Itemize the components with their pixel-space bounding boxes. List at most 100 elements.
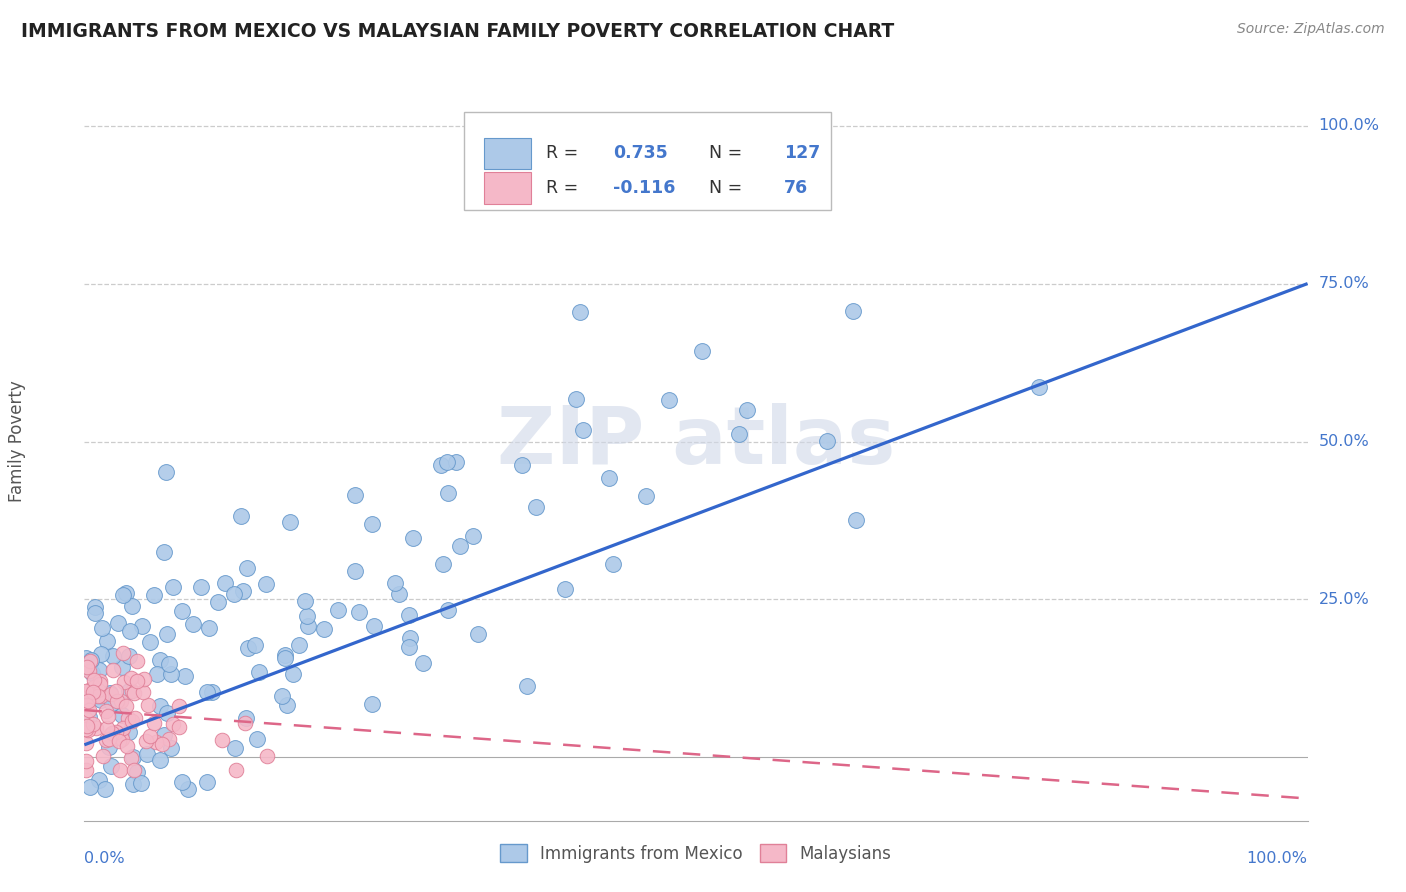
Point [554, 582, 576, 596]
Point [89, 677, 111, 691]
Point [101, 696, 124, 710]
Point [83, 607, 105, 621]
Point [127, 654, 149, 668]
Point [101, 663, 124, 677]
Point [155, 706, 177, 720]
Point [114, 586, 136, 600]
Point [815, 434, 838, 449]
Point [101, 648, 124, 663]
Point [79, 703, 101, 717]
Point [162, 717, 184, 731]
Point [112, 721, 135, 735]
Point [432, 557, 454, 571]
Text: ZIP atlas: ZIP atlas [496, 402, 896, 481]
Point [121, 599, 143, 613]
Point [122, 686, 145, 700]
Point [278, 516, 301, 530]
Point [107, 694, 129, 708]
Point [361, 698, 384, 712]
Point [112, 674, 135, 689]
Point [117, 739, 139, 754]
Point [176, 782, 198, 797]
Point [100, 687, 122, 701]
Point [104, 731, 127, 745]
Point [236, 641, 259, 656]
Text: -0.116: -0.116 [613, 179, 675, 197]
Point [79, 780, 101, 794]
Point [108, 763, 131, 777]
Point [87, 683, 110, 698]
Point [149, 753, 172, 767]
Point [104, 684, 127, 698]
Point [297, 619, 319, 633]
Point [363, 618, 385, 632]
Point [77, 664, 100, 678]
Point [170, 604, 193, 618]
Point [294, 594, 316, 608]
Text: R =: R = [546, 179, 583, 197]
Point [136, 747, 159, 761]
Point [111, 660, 134, 674]
Point [437, 485, 460, 500]
Point [87, 664, 110, 678]
Point [98, 732, 121, 747]
Point [131, 685, 153, 699]
Point [117, 684, 139, 698]
Point [86, 689, 108, 703]
Point [658, 393, 681, 408]
Point [125, 673, 148, 688]
Point [437, 603, 460, 617]
Point [224, 587, 246, 601]
Point [172, 775, 194, 789]
Point [131, 775, 153, 789]
Point [100, 759, 122, 773]
Point [160, 741, 183, 756]
Point [256, 748, 278, 763]
Point [312, 622, 335, 636]
Point [75, 722, 97, 736]
Point [90, 647, 112, 661]
Point [233, 716, 256, 731]
Point [236, 561, 259, 575]
FancyBboxPatch shape [484, 137, 531, 169]
Point [87, 689, 110, 703]
Text: 75.0%: 75.0% [1319, 277, 1369, 291]
Point [235, 711, 257, 725]
Point [598, 471, 620, 485]
Point [118, 624, 141, 639]
Point [125, 765, 148, 780]
Point [115, 698, 138, 713]
Point [690, 343, 713, 358]
Text: 50.0%: 50.0% [1319, 434, 1369, 449]
Point [97, 709, 120, 723]
Point [122, 750, 145, 764]
Point [76, 719, 98, 733]
Point [516, 679, 538, 693]
Point [75, 754, 97, 768]
Point [247, 665, 270, 679]
Point [842, 304, 865, 318]
Point [132, 672, 155, 686]
Point [77, 723, 100, 737]
Point [564, 392, 586, 406]
Point [281, 667, 304, 681]
Point [124, 711, 146, 725]
Point [399, 631, 422, 645]
FancyBboxPatch shape [464, 112, 831, 211]
Legend: Immigrants from Mexico, Malaysians: Immigrants from Mexico, Malaysians [494, 838, 898, 869]
Point [121, 714, 143, 728]
Point [436, 454, 458, 468]
Point [173, 669, 195, 683]
Point [288, 638, 311, 652]
Point [77, 693, 100, 707]
Point [131, 619, 153, 633]
Point [402, 531, 425, 545]
Text: Source: ZipAtlas.com: Source: ZipAtlas.com [1237, 22, 1385, 37]
Point [634, 489, 657, 503]
Point [96, 705, 118, 719]
Point [75, 763, 97, 777]
Point [153, 728, 176, 742]
Text: Family Poverty: Family Poverty [8, 381, 27, 502]
Point [118, 725, 141, 739]
Point [150, 737, 173, 751]
